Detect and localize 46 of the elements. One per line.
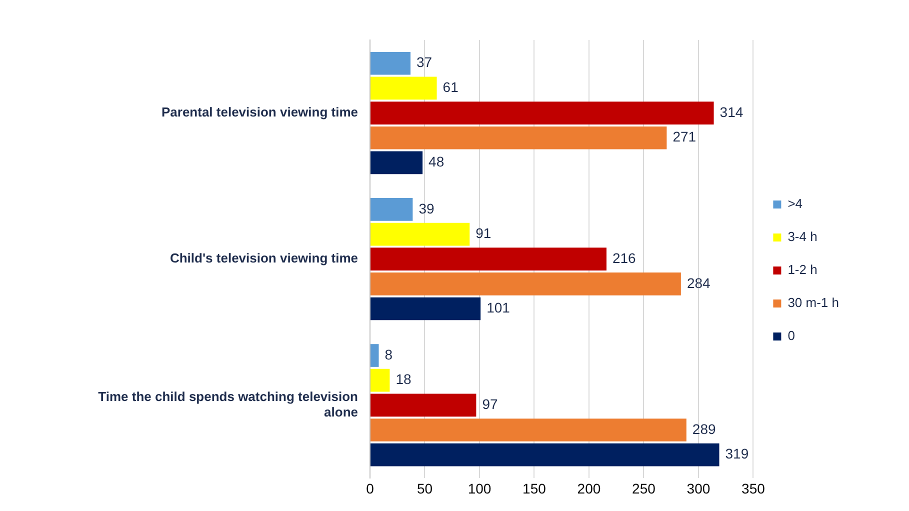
data-label: 37 bbox=[416, 54, 432, 70]
bar bbox=[370, 76, 437, 100]
y-tick-label: Child's television viewing time bbox=[170, 250, 358, 266]
data-label: 48 bbox=[428, 154, 444, 170]
data-label: 284 bbox=[686, 274, 711, 291]
data-label: 39 bbox=[418, 200, 434, 216]
bar bbox=[370, 344, 379, 367]
bar bbox=[370, 151, 423, 174]
x-tick-label: 150 bbox=[522, 480, 546, 496]
x-tick-label: 100 bbox=[468, 480, 492, 496]
bar bbox=[370, 368, 390, 392]
bar bbox=[370, 222, 470, 246]
legend-label: 30 m-1 h bbox=[788, 295, 840, 310]
bar bbox=[370, 418, 686, 442]
bar bbox=[370, 126, 667, 150]
bar bbox=[370, 297, 481, 320]
legend-label: 1-2 h bbox=[788, 262, 818, 278]
y-tick-label: Parental television viewing time bbox=[161, 104, 358, 120]
data-label: 319 bbox=[725, 446, 749, 462]
legend-label: 0 bbox=[788, 328, 795, 344]
x-tick-label: 250 bbox=[632, 480, 656, 496]
bar bbox=[370, 52, 411, 75]
data-label: 101 bbox=[486, 300, 510, 316]
x-tick-label: 0 bbox=[366, 480, 374, 496]
data-label: 97 bbox=[482, 396, 498, 412]
x-tick-label: 350 bbox=[742, 480, 766, 496]
data-label: 61 bbox=[442, 79, 459, 96]
bar bbox=[370, 248, 606, 271]
bar bbox=[370, 443, 720, 466]
data-label: 91 bbox=[476, 225, 492, 242]
data-label: 216 bbox=[612, 250, 636, 266]
legend-label: >4 bbox=[788, 196, 803, 212]
data-label: 271 bbox=[672, 128, 696, 145]
bar bbox=[370, 198, 413, 221]
data-label: 289 bbox=[692, 420, 716, 437]
x-tick-label: 50 bbox=[416, 480, 433, 496]
data-label: 314 bbox=[720, 104, 744, 120]
y-tick-label: Time the child spends watching television alone bbox=[98, 388, 358, 420]
bar bbox=[370, 394, 476, 417]
x-tick-label: 200 bbox=[577, 480, 601, 496]
bar bbox=[370, 102, 714, 124]
data-label: 8 bbox=[384, 346, 393, 362]
data-label: 18 bbox=[396, 371, 412, 388]
bar bbox=[370, 272, 681, 296]
legend-label: 3-4 h bbox=[788, 229, 818, 244]
x-tick-label: 300 bbox=[686, 480, 710, 496]
